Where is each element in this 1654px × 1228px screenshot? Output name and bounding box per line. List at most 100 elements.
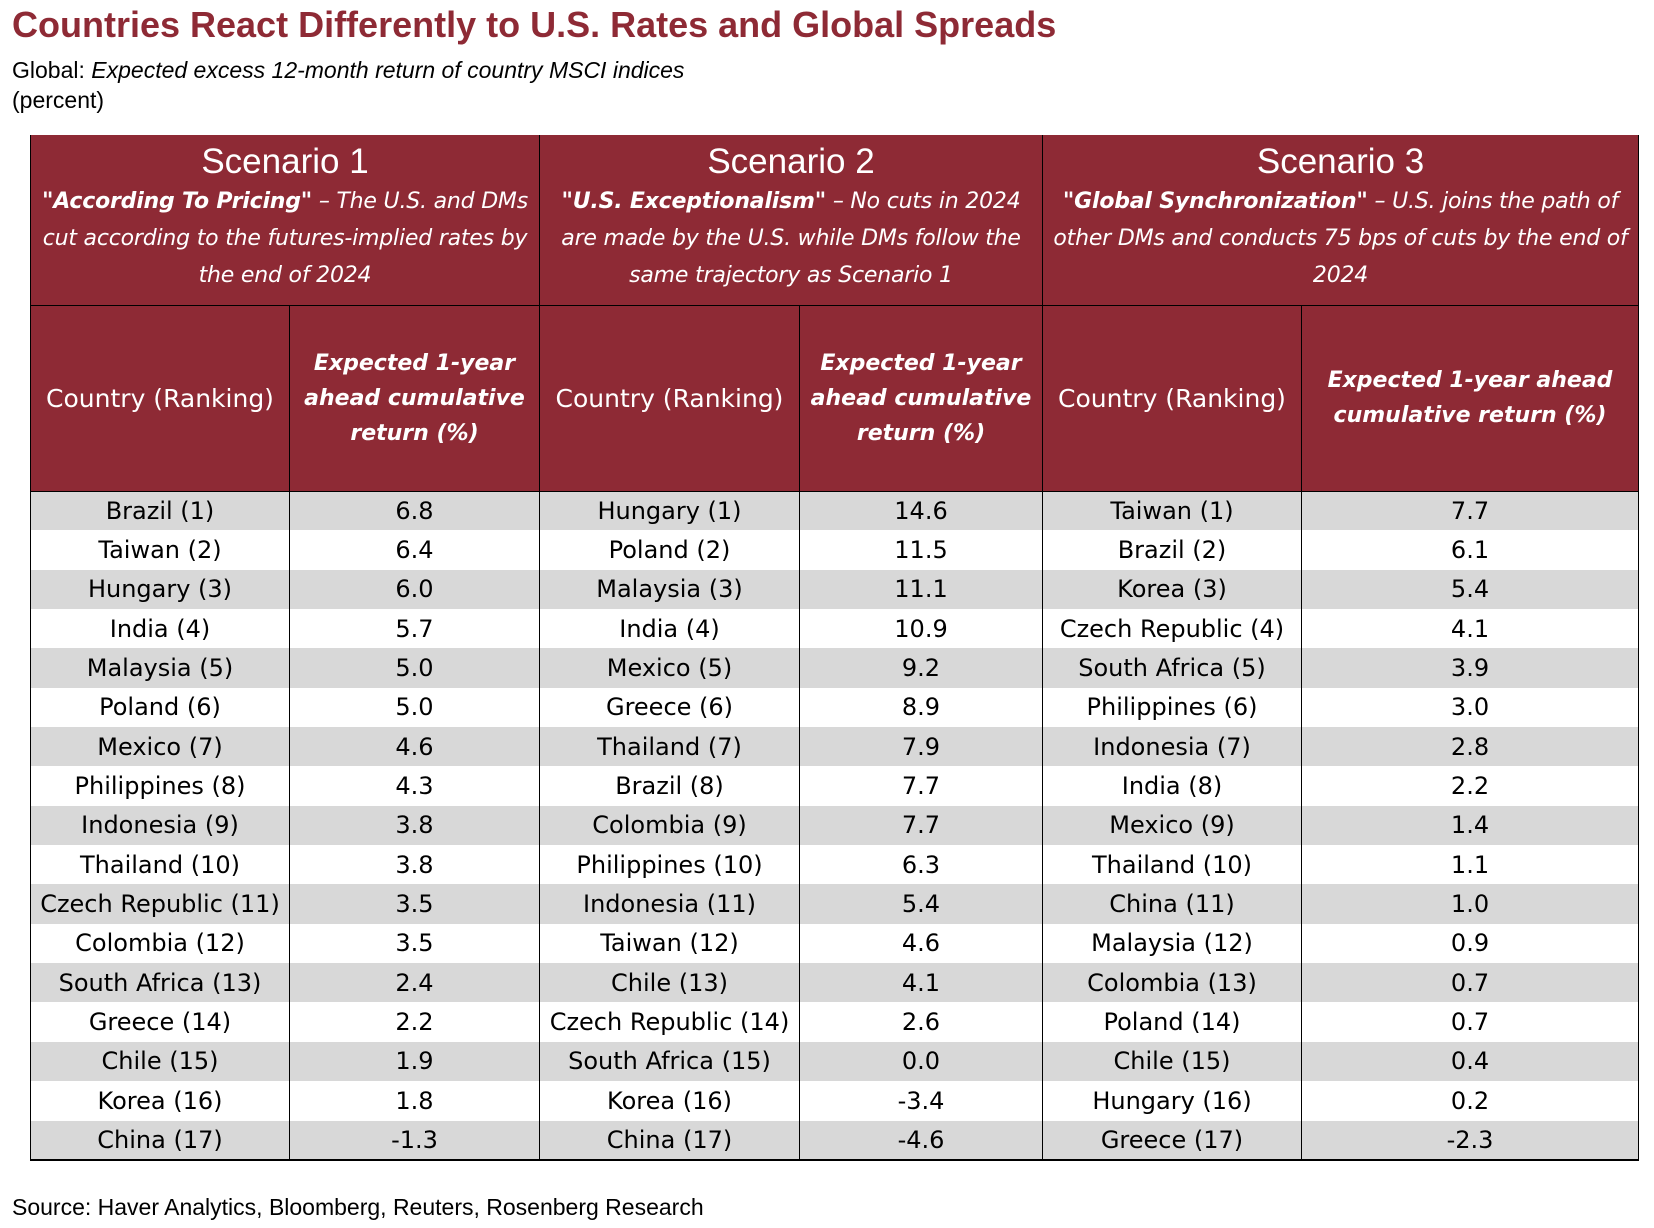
country-cell: India (4)	[539, 609, 800, 649]
table-row: Taiwan (2) 6.4 Poland (2) 11.5 Brazil (2) 6.1	[30, 530, 1640, 570]
return-value-cell: 7.7	[799, 766, 1043, 806]
column-header-return: Expected 1-year ahead cumulative return …	[1300, 304, 1640, 492]
return-value-cell: 14.6	[799, 491, 1043, 531]
country-cell: South Africa (15)	[539, 1041, 800, 1082]
scenario-description: "Global Synchronization" – U.S. joins th…	[1043, 183, 1638, 294]
country-cell: Chile (15)	[30, 1041, 290, 1082]
country-cell: Czech Republic (4)	[1042, 609, 1302, 649]
table-row: Indonesia (9) 3.8 Colombia (9) 7.7 Mexico (9…	[30, 805, 1640, 846]
country-cell: Colombia (12)	[30, 923, 290, 964]
country-cell: Greece (6)	[539, 687, 800, 728]
country-cell: Greece (14)	[30, 1002, 290, 1042]
country-cell: Philippines (10)	[539, 845, 800, 885]
scenario-header-2: Scenario 2 "U.S. Exceptionalism" – No cut…	[539, 135, 1043, 305]
scenario-description-text: – No cuts in 2024 are made by the U.S. w…	[561, 189, 1021, 288]
return-value-cell: 3.9	[1300, 648, 1640, 688]
column-header-country: Country (Ranking)	[30, 304, 290, 492]
scenario-name: Scenario 2	[707, 142, 875, 181]
country-cell: Hungary (3)	[30, 569, 290, 610]
return-value-cell: 5.0	[289, 648, 540, 688]
country-cell: China (17)	[539, 1120, 800, 1161]
table-row: Chile (15) 1.9 South Africa (15) 0.0 Chile (…	[30, 1041, 1640, 1082]
return-value-cell: 2.2	[289, 1002, 540, 1042]
table-row: India (4) 5.7 India (4) 10.9 Czech Republic …	[30, 609, 1640, 649]
country-cell: Poland (6)	[30, 687, 290, 728]
country-cell: Korea (16)	[30, 1081, 290, 1121]
table-row: Korea (16) 1.8 Korea (16) -3.4 Hungary (16) 0…	[30, 1081, 1640, 1121]
country-cell: Korea (3)	[1042, 569, 1302, 610]
country-cell: Czech Republic (11)	[30, 884, 290, 924]
return-value-cell: 5.4	[1300, 569, 1640, 610]
return-value-cell: 2.4	[289, 963, 540, 1003]
country-cell: Thailand (10)	[1042, 845, 1302, 885]
return-value-cell: 4.1	[799, 963, 1043, 1003]
scenario-header-1: Scenario 1 "According To Pricing" – The U…	[30, 135, 540, 305]
return-value-cell: 3.8	[289, 845, 540, 885]
country-cell: Poland (14)	[1042, 1002, 1302, 1042]
column-header-return: Expected 1-year ahead cumulative return …	[799, 304, 1043, 492]
return-value-cell: 11.1	[799, 569, 1043, 610]
table-row: Philippines (8) 4.3 Brazil (8) 7.7 India (8)…	[30, 766, 1640, 806]
return-value-cell: 6.0	[289, 569, 540, 610]
return-value-cell: 0.0	[799, 1041, 1043, 1082]
country-cell: Brazil (2)	[1042, 530, 1302, 570]
column-header-country: Country (Ranking)	[539, 304, 800, 492]
return-value-cell: 1.8	[289, 1081, 540, 1121]
scenario-name: Scenario 3	[1256, 142, 1425, 181]
country-cell: Brazil (8)	[539, 766, 800, 806]
country-cell: Taiwan (1)	[1042, 491, 1302, 531]
country-cell: Malaysia (12)	[1042, 923, 1302, 964]
table-row: Poland (6) 5.0 Greece (6) 8.9 Philippines (6…	[30, 687, 1640, 728]
country-cell: South Africa (13)	[30, 963, 290, 1003]
scenario-label: "According To Pricing"	[42, 189, 313, 214]
country-cell: Mexico (9)	[1042, 805, 1302, 846]
country-cell: Czech Republic (14)	[539, 1002, 800, 1042]
country-cell: Philippines (8)	[30, 766, 290, 806]
country-cell: India (4)	[30, 609, 290, 649]
scenario-description-text: – U.S. joins the path of other DMs and c…	[1053, 189, 1628, 288]
scenario-header-row: Scenario 1 "According To Pricing" – The U…	[30, 135, 1640, 305]
return-value-cell: 6.4	[289, 530, 540, 570]
return-value-cell: 4.6	[799, 923, 1043, 964]
country-cell: South Africa (5)	[1042, 648, 1302, 688]
country-cell: India (8)	[1042, 766, 1302, 806]
return-value-cell: 3.8	[289, 805, 540, 846]
column-header-return: Expected 1-year ahead cumulative return …	[289, 304, 540, 492]
return-value-cell: 0.7	[1300, 1002, 1640, 1042]
column-header-country: Country (Ranking)	[1042, 304, 1302, 492]
country-cell: Colombia (13)	[1042, 963, 1302, 1003]
table-row: South Africa (13) 2.4 Chile (13) 4.1 Colombi…	[30, 963, 1640, 1003]
return-value-cell: 6.1	[1300, 530, 1640, 570]
return-value-cell: 2.8	[1300, 727, 1640, 767]
scenario-description: "U.S. Exceptionalism" – No cuts in 2024 …	[540, 183, 1042, 294]
country-cell: China (17)	[30, 1120, 290, 1161]
country-cell: Colombia (9)	[539, 805, 800, 846]
chart-title: Countries React Differently to U.S. Rate…	[12, 4, 1057, 45]
return-value-cell: 0.9	[1300, 923, 1640, 964]
table-row: Greece (14) 2.2 Czech Republic (14) 2.6 Pola…	[30, 1002, 1640, 1042]
table-row: Brazil (1) 6.8 Hungary (1) 14.6 Taiwan (1) 7.…	[30, 491, 1640, 531]
scenario-name: Scenario 1	[201, 142, 369, 181]
return-value-cell: 4.6	[289, 727, 540, 767]
return-value-cell: 3.5	[289, 884, 540, 924]
return-value-cell: 0.2	[1300, 1081, 1640, 1121]
country-cell: Chile (15)	[1042, 1041, 1302, 1082]
scenario-returns-table: Scenario 1 "According To Pricing" – The U…	[30, 135, 1640, 1161]
return-value-cell: 7.7	[799, 805, 1043, 846]
country-cell: Thailand (10)	[30, 845, 290, 885]
return-value-cell: 3.0	[1300, 687, 1640, 728]
column-header-row: Country (Ranking) Expected 1-year ahead c…	[30, 304, 1640, 492]
return-value-cell: 6.8	[289, 491, 540, 531]
return-value-cell: -3.4	[799, 1081, 1043, 1121]
table-row: Czech Republic (11) 3.5 Indonesia (11) 5.4 C…	[30, 884, 1640, 924]
country-cell: Chile (13)	[539, 963, 800, 1003]
country-cell: Brazil (1)	[30, 491, 290, 531]
scenario-header-3: Scenario 3 "Global Synchronization" – U.S…	[1041, 135, 1640, 305]
return-value-cell: 1.0	[1300, 884, 1640, 924]
subtitle-description: Expected excess 12-month return of count…	[91, 57, 685, 83]
return-value-cell: 3.5	[289, 923, 540, 964]
country-cell: Thailand (7)	[539, 727, 800, 767]
subtitle-unit: (percent)	[12, 87, 105, 113]
return-value-cell: 1.4	[1300, 805, 1640, 846]
return-value-cell: 7.7	[1300, 491, 1640, 531]
